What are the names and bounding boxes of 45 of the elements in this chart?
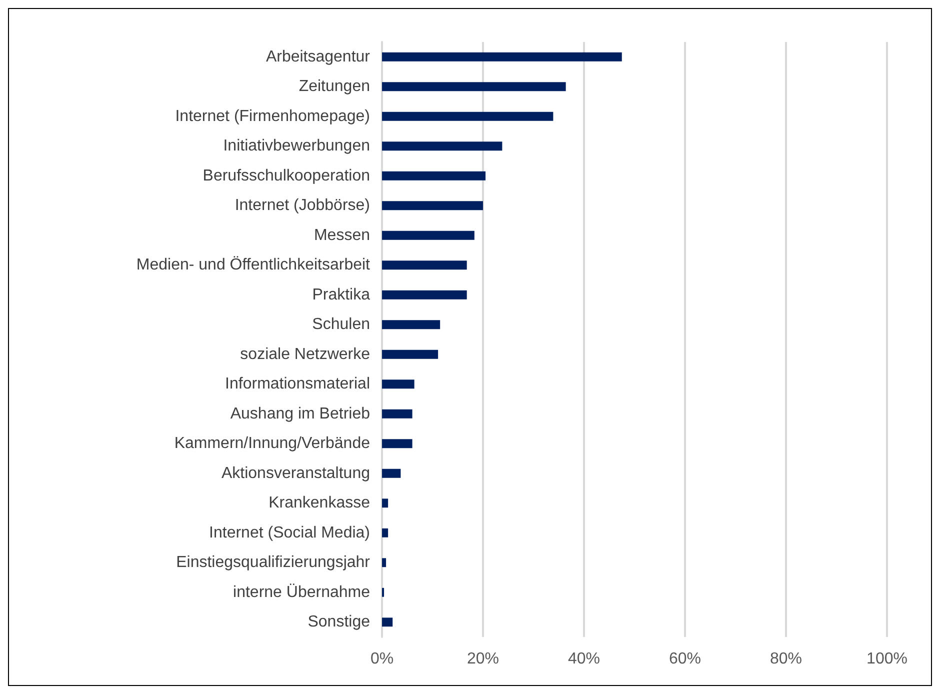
bar bbox=[382, 52, 622, 62]
bar bbox=[382, 201, 483, 210]
y-tick-label: Krankenkasse bbox=[268, 494, 370, 512]
y-tick-label: Arbeitsagentur bbox=[266, 48, 371, 66]
bar bbox=[382, 439, 412, 448]
bar bbox=[382, 112, 554, 121]
y-tick-label: Aushang im Betrieb bbox=[230, 405, 370, 422]
bar bbox=[382, 230, 474, 240]
y-tick-label: Initiativbewerbungen bbox=[223, 138, 370, 155]
bar bbox=[382, 171, 486, 180]
y-tick-label: Praktika bbox=[312, 286, 370, 304]
y-tick-label: Internet (Social Media) bbox=[209, 524, 370, 542]
bar bbox=[382, 290, 467, 300]
y-tick-label: Kammern/Innung/Verbände bbox=[174, 435, 370, 452]
x-tick-label: 20% bbox=[466, 650, 500, 668]
bar bbox=[382, 409, 412, 418]
bar bbox=[382, 618, 393, 627]
x-tick-label: 0% bbox=[370, 650, 394, 668]
y-tick-label: interne Übernahme bbox=[233, 582, 370, 601]
x-tick-label: 80% bbox=[770, 650, 802, 668]
y-tick-label: Sonstige bbox=[308, 614, 370, 631]
bar bbox=[382, 380, 414, 389]
bar bbox=[382, 350, 438, 359]
y-tick-label: Informationsmaterial bbox=[225, 376, 370, 393]
bar bbox=[382, 528, 388, 538]
bar bbox=[382, 82, 566, 92]
y-tick-label: Internet (Jobbörse) bbox=[234, 197, 370, 214]
x-tick-label: 40% bbox=[568, 650, 600, 668]
bar bbox=[382, 468, 401, 478]
bar bbox=[382, 320, 440, 330]
bar bbox=[382, 498, 388, 508]
x-tick-label: 60% bbox=[668, 650, 702, 668]
x-tick-label: 100% bbox=[866, 650, 908, 668]
y-tick-label: Messen bbox=[314, 226, 370, 244]
y-tick-label: soziale Netzwerke bbox=[240, 346, 370, 363]
bar bbox=[382, 142, 502, 151]
bar bbox=[382, 260, 467, 270]
y-tick-label: Berufsschulkooperation bbox=[202, 167, 370, 184]
y-tick-label: Schulen bbox=[312, 316, 370, 334]
y-tick-label: Medien- und Öffentlichkeitsarbeit bbox=[136, 256, 371, 274]
y-tick-label: Zeitungen bbox=[298, 78, 370, 96]
y-tick-label: Internet (Firmenhomepage) bbox=[175, 108, 370, 125]
bar bbox=[382, 558, 386, 568]
y-tick-label: Aktionsveranstaltung bbox=[221, 464, 370, 482]
y-tick-label: Einstiegsqualifizierungsjahr bbox=[176, 554, 371, 572]
